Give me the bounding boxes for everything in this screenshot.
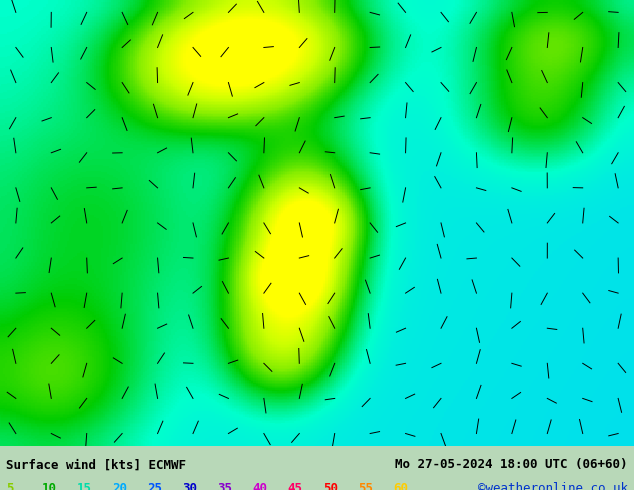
Text: 10: 10 [41, 482, 56, 490]
Text: Surface wind [kts] ECMWF: Surface wind [kts] ECMWF [6, 458, 186, 471]
Text: 40: 40 [252, 482, 268, 490]
Text: 55: 55 [358, 482, 373, 490]
Text: ©weatheronline.co.uk: ©weatheronline.co.uk [477, 482, 628, 490]
Text: 30: 30 [182, 482, 197, 490]
Text: 15: 15 [77, 482, 92, 490]
Text: 60: 60 [393, 482, 408, 490]
Text: 5: 5 [6, 482, 14, 490]
Text: 45: 45 [288, 482, 302, 490]
Text: Mo 27-05-2024 18:00 UTC (06+60): Mo 27-05-2024 18:00 UTC (06+60) [395, 458, 628, 471]
Text: 20: 20 [112, 482, 127, 490]
Text: 35: 35 [217, 482, 232, 490]
Text: 50: 50 [323, 482, 338, 490]
Text: 25: 25 [147, 482, 162, 490]
